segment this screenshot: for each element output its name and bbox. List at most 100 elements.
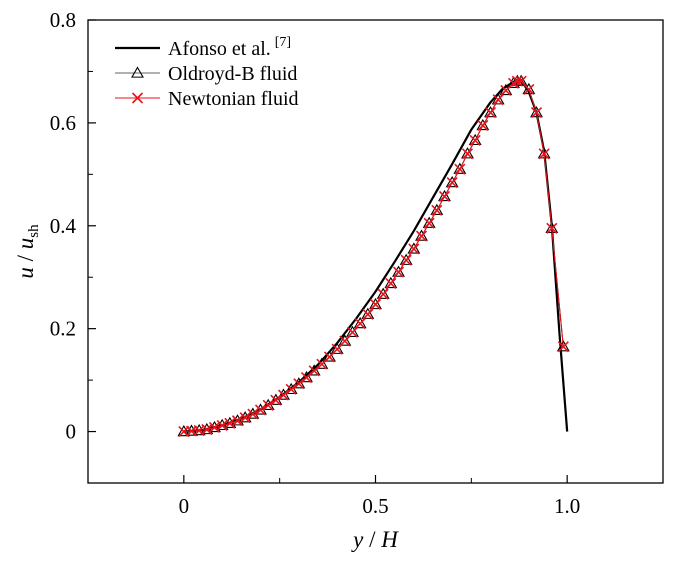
data-point <box>177 424 191 437</box>
x-axis-label-var: y <box>351 527 364 552</box>
data-point <box>277 389 290 401</box>
series-line <box>183 80 564 433</box>
data-point <box>468 133 482 146</box>
data-point <box>422 216 436 228</box>
series-line <box>183 79 569 433</box>
y-tick-label: 0 <box>66 420 77 444</box>
data-point <box>384 276 398 289</box>
data-point <box>392 266 405 278</box>
data-point <box>491 93 505 105</box>
data-point <box>530 105 543 118</box>
triangle-marker-icon <box>131 66 144 78</box>
data-point <box>453 162 467 174</box>
data-point <box>477 119 489 132</box>
data-point <box>315 357 329 369</box>
series-2 <box>178 75 569 438</box>
series-0 <box>183 79 569 433</box>
y-axis-label-subscript: sh <box>26 224 42 238</box>
series-1 <box>177 74 570 437</box>
data-point <box>354 317 366 330</box>
y-tick-label: 0.6 <box>50 111 76 135</box>
legend: Afonso et al. [7] Oldroyd-B fluid Newtoni… <box>115 35 299 110</box>
data-point <box>385 277 397 289</box>
data-point <box>239 412 251 424</box>
data-point <box>415 229 428 241</box>
data-point <box>469 134 481 146</box>
data-point <box>400 254 412 266</box>
data-point <box>376 287 390 299</box>
series-line <box>183 80 564 433</box>
data-point <box>438 189 451 202</box>
legend-entry-afonso: Afonso et al. [7] <box>115 35 291 60</box>
data-point <box>262 399 274 411</box>
y-tick-label: 0.2 <box>50 317 76 341</box>
data-point <box>546 222 558 234</box>
data-point <box>285 383 297 395</box>
data-point <box>446 176 458 189</box>
data-point <box>369 297 382 310</box>
y-axis-label-ref: u <box>13 238 38 250</box>
data-point <box>408 243 420 255</box>
data-point <box>461 147 474 159</box>
data-point <box>231 415 244 427</box>
y-tick-label: 0.8 <box>50 8 76 32</box>
data-point <box>392 265 405 277</box>
data-point <box>484 107 497 119</box>
x-tick-label: 1.0 <box>554 494 580 518</box>
data-point <box>369 298 382 311</box>
legend-label-afonso: Afonso et al. [7] <box>168 35 291 60</box>
data-point <box>353 316 367 329</box>
x-tick-label: 0 <box>179 494 190 518</box>
legend-label-oldroyd: Oldroyd-B fluid <box>168 63 297 85</box>
plot-area <box>177 74 570 438</box>
y-axis-label-var: u <box>13 267 38 279</box>
axis-ticks: 0 0.5 1.0 0 0.2 0.4 0.6 0.8 <box>50 8 581 518</box>
data-point <box>476 118 490 131</box>
data-point <box>538 148 550 160</box>
data-point <box>224 417 236 429</box>
data-point <box>330 342 344 354</box>
y-axis-label: u / ush <box>13 224 42 279</box>
data-point <box>556 340 570 352</box>
data-point <box>415 230 428 242</box>
data-point <box>346 325 359 337</box>
data-point <box>523 83 535 96</box>
data-point <box>423 217 435 229</box>
y-axis-label-sep: / <box>13 249 38 267</box>
data-point <box>438 190 451 203</box>
data-point <box>300 370 313 383</box>
data-point <box>361 307 375 319</box>
data-point <box>461 148 474 160</box>
data-point <box>454 163 466 175</box>
x-tick-label: 0.5 <box>362 494 388 518</box>
data-point <box>484 105 497 118</box>
data-point <box>185 424 198 436</box>
x-axis-label-sep: / <box>363 527 381 552</box>
legend-label-afonso-ref: [7] <box>275 35 291 50</box>
data-point <box>511 75 523 87</box>
legend-label-newtonian: Newtonian fluid <box>168 88 299 110</box>
data-point <box>270 394 282 406</box>
data-point <box>247 408 259 420</box>
data-point <box>292 377 306 389</box>
data-point <box>445 175 459 188</box>
data-point <box>399 253 413 265</box>
data-point <box>323 350 336 362</box>
data-point <box>338 334 352 346</box>
legend-label-afonso-name: Afonso et al. <box>168 38 271 60</box>
data-point <box>377 288 389 300</box>
data-point <box>431 204 443 216</box>
cross-marker-icon <box>131 92 144 104</box>
data-point <box>522 82 536 95</box>
data-point <box>530 107 543 119</box>
x-axis-label-ref: H <box>380 527 399 552</box>
data-point <box>499 83 513 96</box>
data-point <box>254 404 267 416</box>
data-point <box>362 308 374 320</box>
data-point <box>307 364 321 376</box>
data-point <box>293 378 305 390</box>
legend-entry-newtonian: Newtonian fluid <box>115 88 299 110</box>
legend-entry-oldroyd: Oldroyd-B fluid <box>115 63 297 85</box>
